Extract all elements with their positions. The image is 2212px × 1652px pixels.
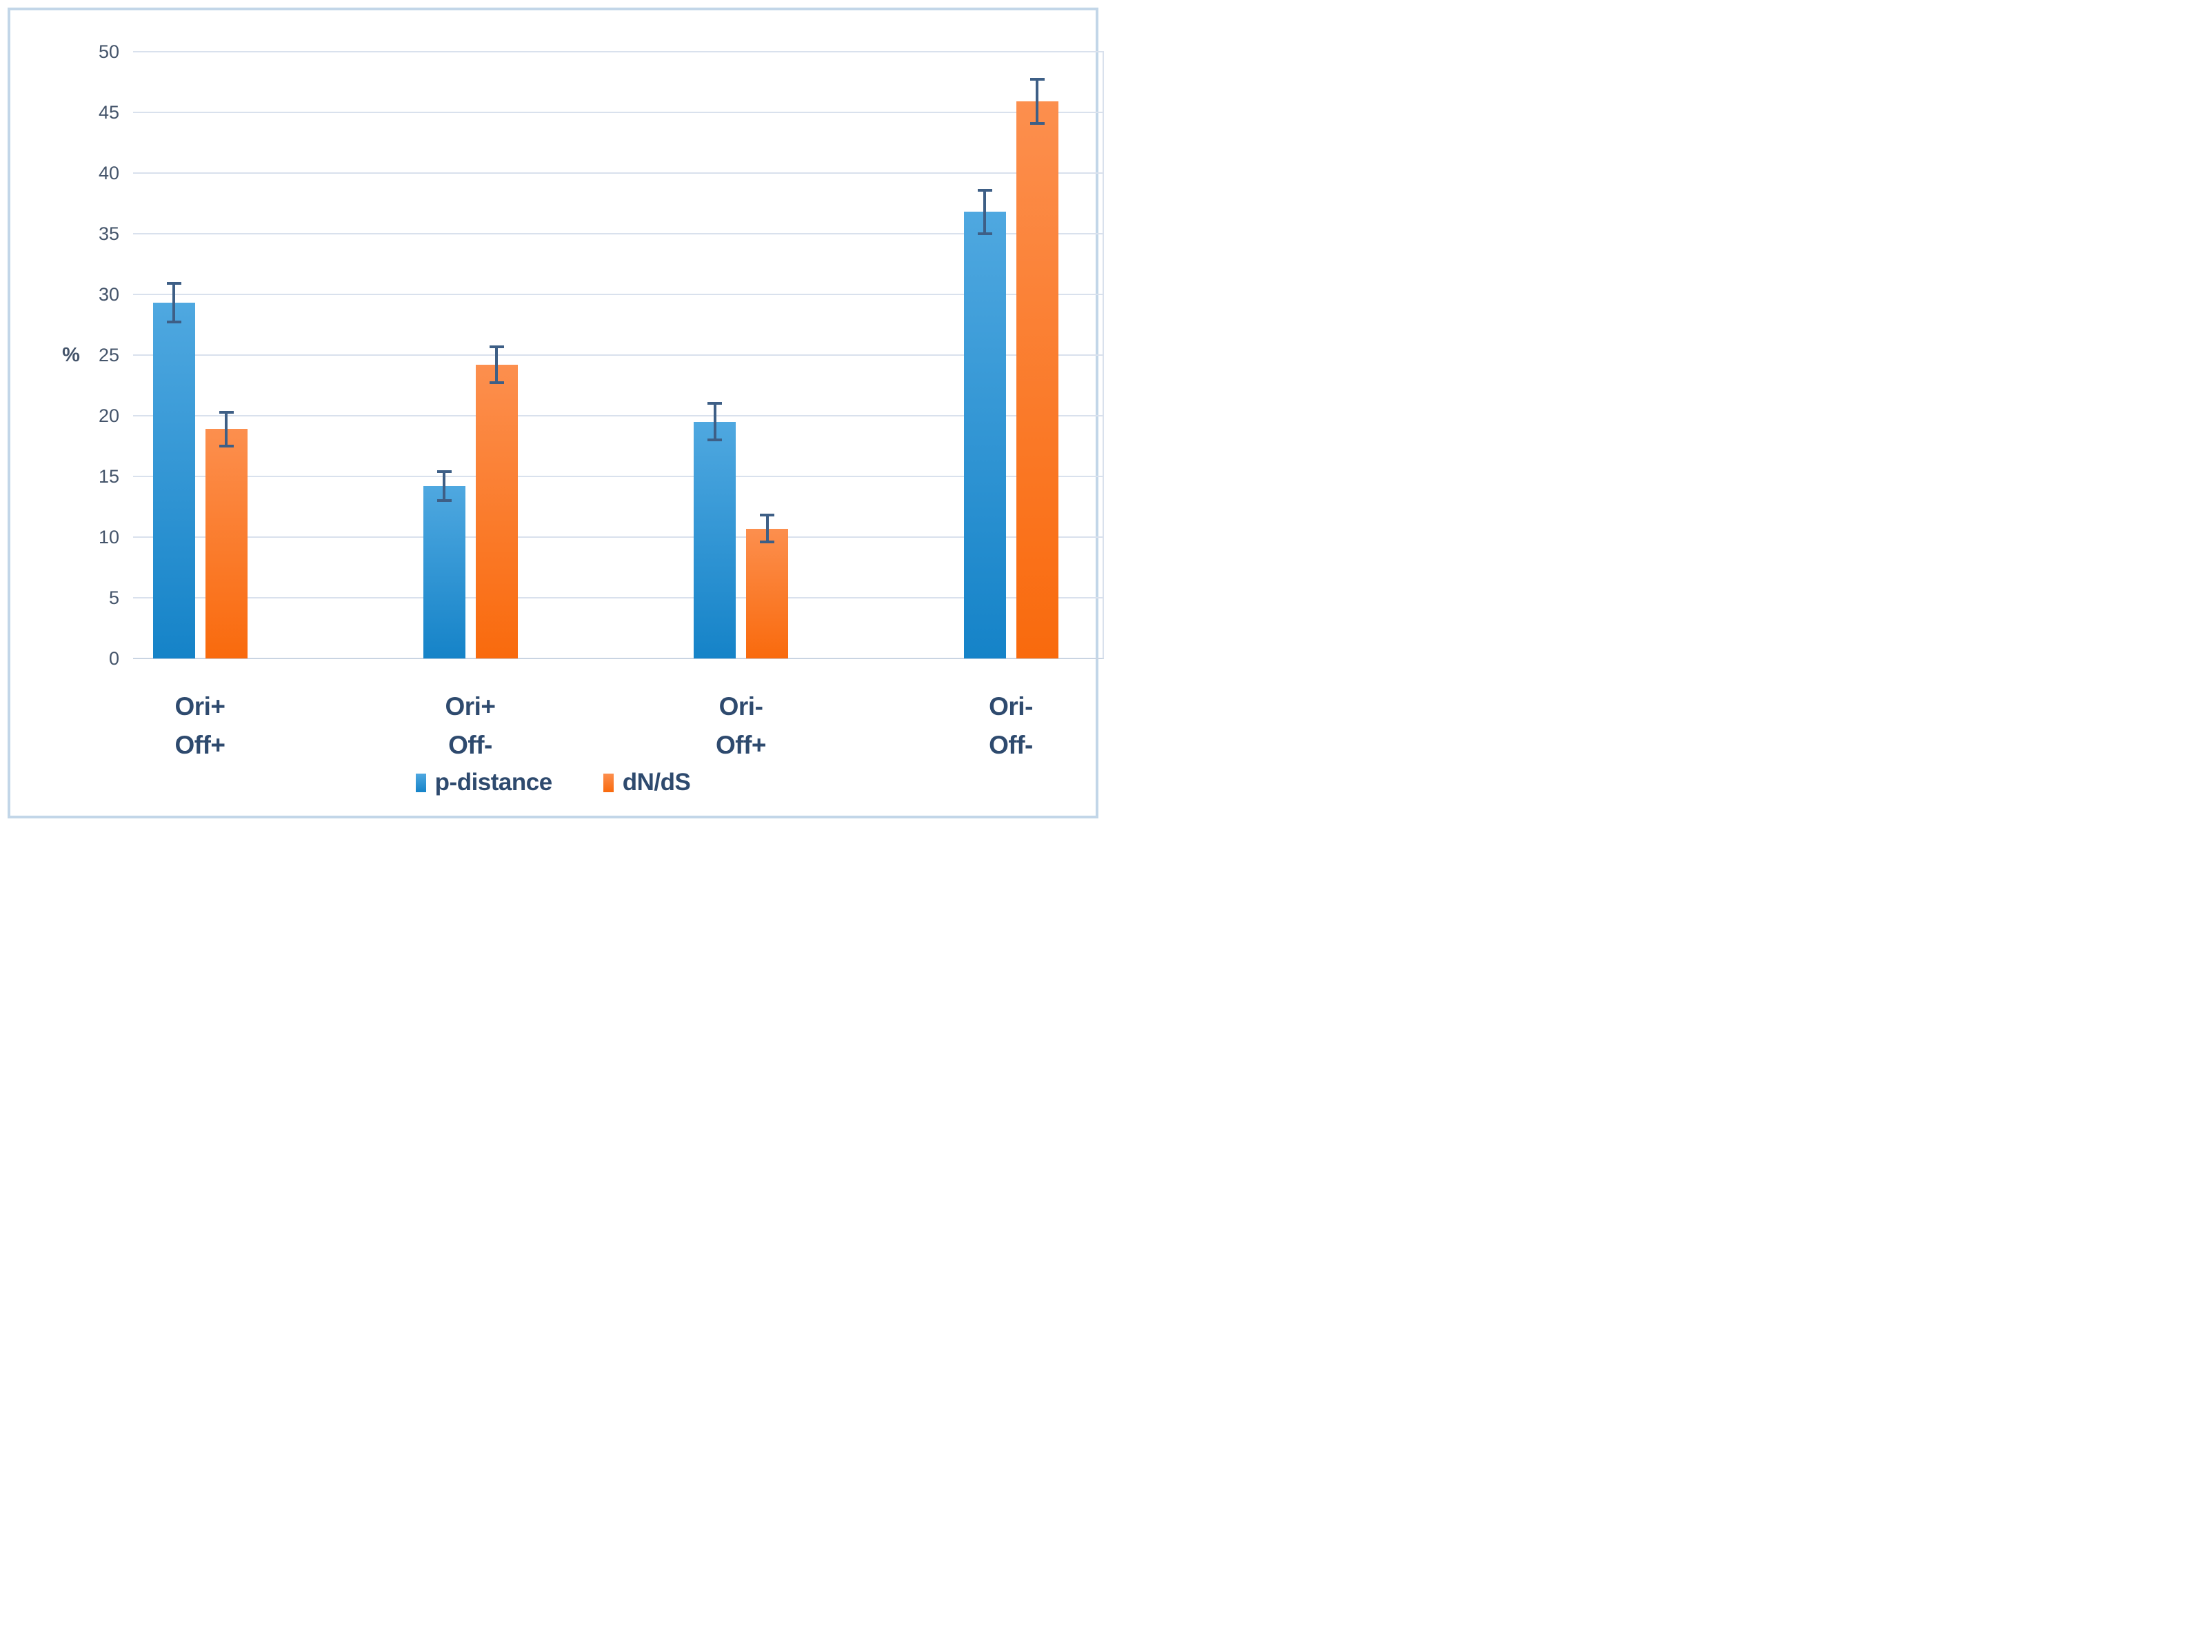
error-bar-cap — [489, 345, 504, 348]
gridline — [133, 294, 1104, 295]
gridline — [133, 415, 1104, 416]
chart-frame: 0 5 10 15 20 25 30 35 40 45 50 % Ori+ Off+ Ori+ Off- O… — [8, 8, 1104, 818]
error-bar — [443, 471, 445, 501]
error-bar-cap — [166, 282, 181, 285]
error-bar-cap — [1029, 121, 1045, 125]
plot-area — [133, 51, 1104, 659]
category-label-line: Off+ — [174, 731, 225, 759]
error-bar-cap — [707, 402, 722, 405]
gridline — [133, 51, 1104, 52]
error-bar-cap — [977, 232, 992, 235]
y-tick-label: 10 — [98, 527, 119, 547]
error-bar — [1036, 79, 1038, 123]
error-bar — [983, 190, 986, 234]
error-bar — [172, 283, 175, 323]
gridline — [133, 597, 1104, 598]
bar-p-distance-2 — [694, 421, 736, 658]
error-bar — [713, 403, 716, 441]
y-tick-label: 30 — [98, 284, 119, 305]
legend-item-dnds: dN/dS — [603, 769, 691, 796]
category-label-line: Ori- — [989, 692, 1033, 721]
category-label-0: Ori+ Off+ — [97, 687, 303, 765]
bar-p-distance-1 — [423, 486, 465, 658]
error-bar — [495, 346, 498, 383]
legend-swatch-dnds-icon — [603, 773, 614, 792]
legend-label-dnds: dN/dS — [622, 769, 691, 796]
gridline — [133, 354, 1104, 356]
category-label-line: Ori+ — [174, 692, 225, 721]
category-label-line: Ori+ — [445, 692, 496, 721]
error-bar-cap — [977, 188, 992, 192]
y-axis-title: % — [62, 344, 80, 366]
error-bar-cap — [436, 470, 452, 473]
y-tick-label: 35 — [98, 223, 119, 244]
error-bar-cap — [1029, 78, 1045, 81]
y-tick-label: 50 — [98, 41, 119, 62]
gridline — [133, 536, 1104, 538]
category-label-1: Ori+ Off- — [367, 687, 574, 765]
plot-right-border — [1103, 52, 1104, 658]
y-tick-label: 25 — [98, 345, 119, 365]
category-label-2: Ori- Off+ — [638, 687, 845, 765]
bar-dn-ds-3 — [1016, 101, 1058, 658]
y-tick-label: 40 — [98, 163, 119, 183]
category-label-3: Ori- Off- — [907, 687, 1114, 765]
bar-p-distance-3 — [963, 212, 1006, 658]
error-bar-cap — [219, 445, 234, 447]
legend-swatch-p-distance-icon — [415, 773, 426, 792]
y-tick-label: 15 — [98, 466, 119, 487]
category-label-line: Off+ — [715, 731, 767, 759]
error-bar-cap — [436, 499, 452, 503]
bar-dn-ds-2 — [746, 528, 788, 658]
y-tick-label: 45 — [98, 102, 119, 123]
category-label-line: Ori- — [718, 692, 763, 721]
error-bar-cap — [166, 321, 181, 324]
bar-dn-ds-0 — [205, 429, 248, 658]
category-label-line: Off- — [448, 731, 492, 759]
gridline — [133, 172, 1104, 174]
bar-p-distance-0 — [152, 303, 195, 658]
y-tick-label: 5 — [108, 587, 119, 608]
y-tick-label: 20 — [98, 405, 119, 426]
gridline — [133, 112, 1104, 113]
error-bar — [225, 412, 228, 446]
category-label-line: Off- — [989, 731, 1033, 759]
legend-label-p-distance: p-distance — [434, 769, 553, 796]
error-bar-cap — [760, 514, 774, 517]
legend: p-distance dN/dS — [10, 769, 1096, 796]
gridline — [133, 476, 1104, 477]
error-bar-cap — [219, 410, 234, 414]
x-axis-line — [133, 658, 1104, 659]
bar-dn-ds-1 — [475, 365, 518, 658]
error-bar-cap — [760, 541, 774, 544]
gridline — [133, 233, 1104, 234]
y-tick-label: 0 — [108, 648, 119, 669]
error-bar-cap — [489, 381, 504, 385]
error-bar-cap — [707, 439, 722, 442]
error-bar — [765, 515, 769, 543]
legend-item-p-distance: p-distance — [415, 769, 553, 796]
